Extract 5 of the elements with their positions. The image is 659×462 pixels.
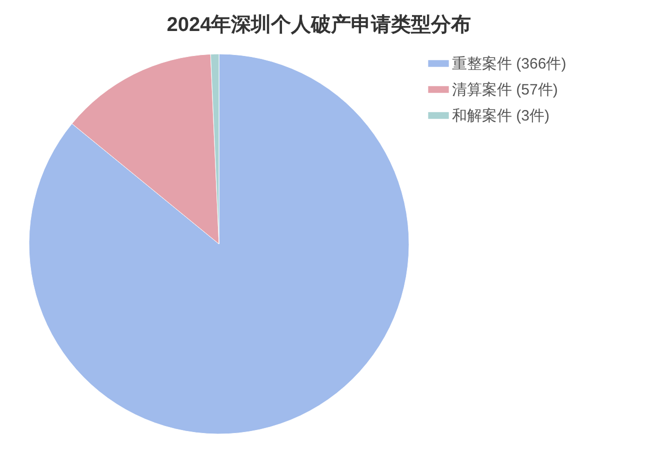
pie-slice [28, 54, 410, 434]
legend-label: 重整案件 (366件) [452, 56, 566, 72]
legend-label: 清算案件 (57件) [452, 82, 558, 98]
chart-title: 2024年深圳个人破产申请类型分布 [166, 13, 472, 36]
legend-label: 和解案件 (3件) [452, 108, 550, 124]
